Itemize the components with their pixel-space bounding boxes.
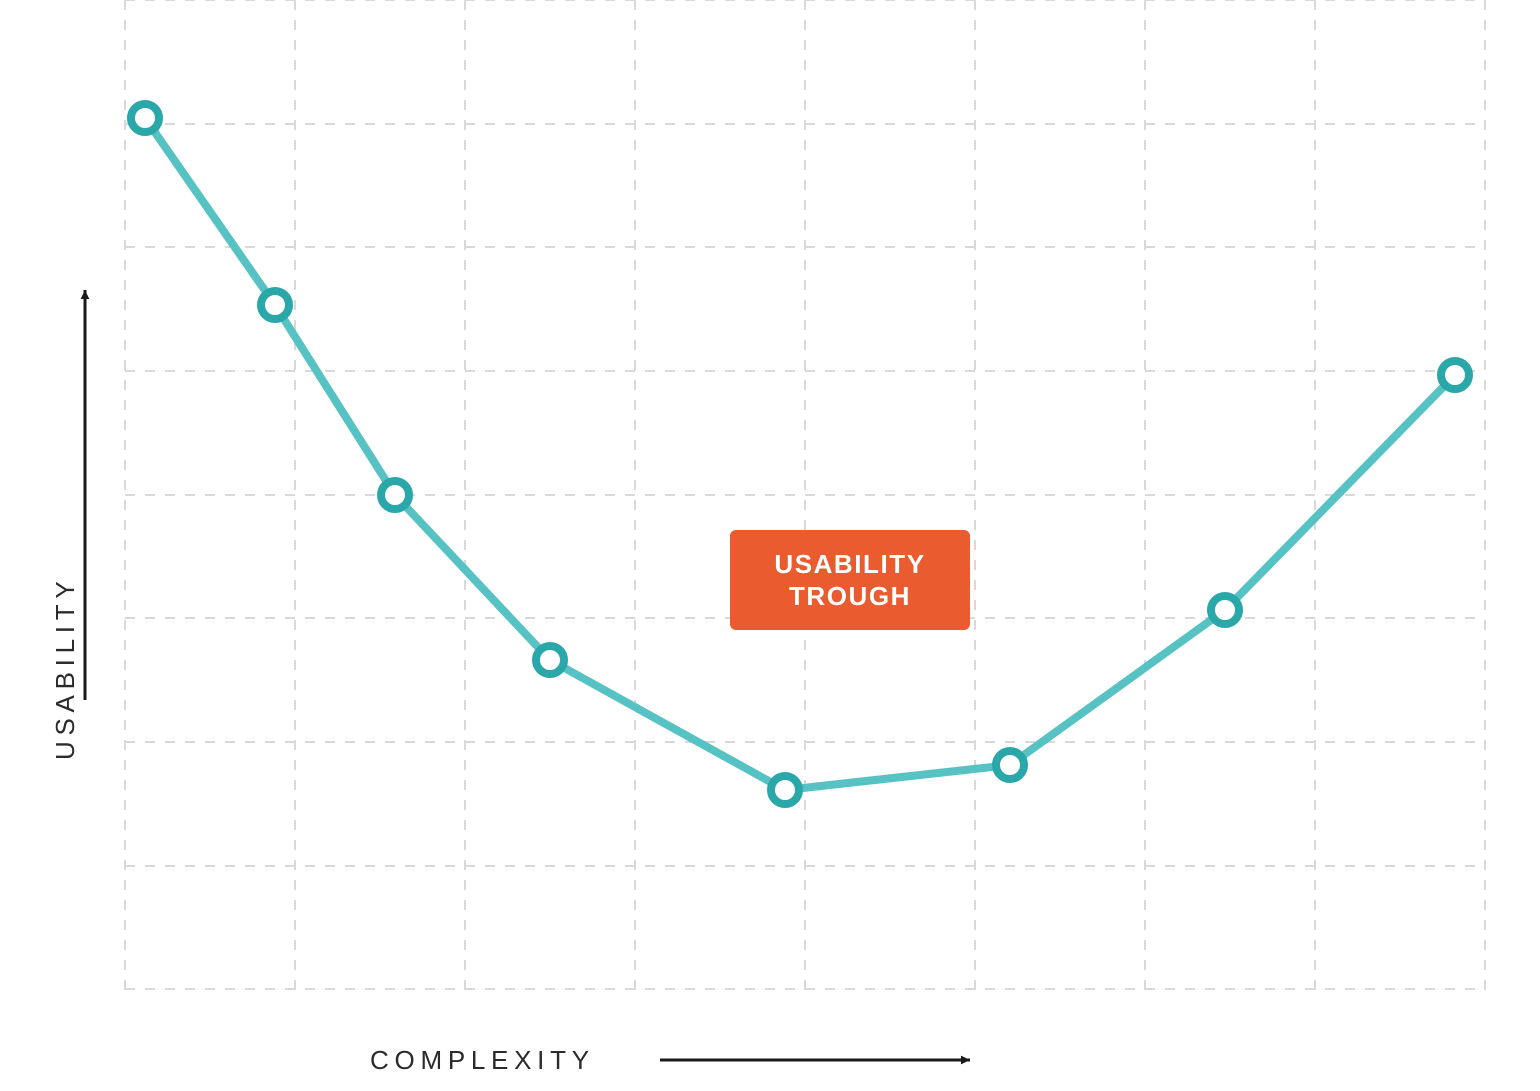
data-point-marker — [1441, 361, 1469, 389]
y-axis-label: USABILITY — [50, 576, 81, 760]
grid-group — [125, 0, 1485, 990]
data-point-marker — [131, 104, 159, 132]
axis-arrows-group — [81, 290, 970, 1064]
series-group — [131, 104, 1469, 804]
data-point-marker — [1211, 596, 1239, 624]
x-axis-arrow-icon — [660, 1056, 970, 1065]
x-axis-label: COMPLEXITY — [370, 1045, 595, 1076]
y-axis-arrow-icon — [81, 290, 90, 700]
usability-trough-callout: USABILITY TROUGH — [730, 530, 970, 630]
data-point-marker — [996, 751, 1024, 779]
data-point-marker — [261, 291, 289, 319]
data-point-marker — [536, 646, 564, 674]
data-point-marker — [771, 776, 799, 804]
series-line — [145, 118, 1455, 790]
data-point-marker — [381, 481, 409, 509]
chart-stage: USABILITY COMPLEXITY USABILITY TROUGH — [0, 0, 1540, 1091]
